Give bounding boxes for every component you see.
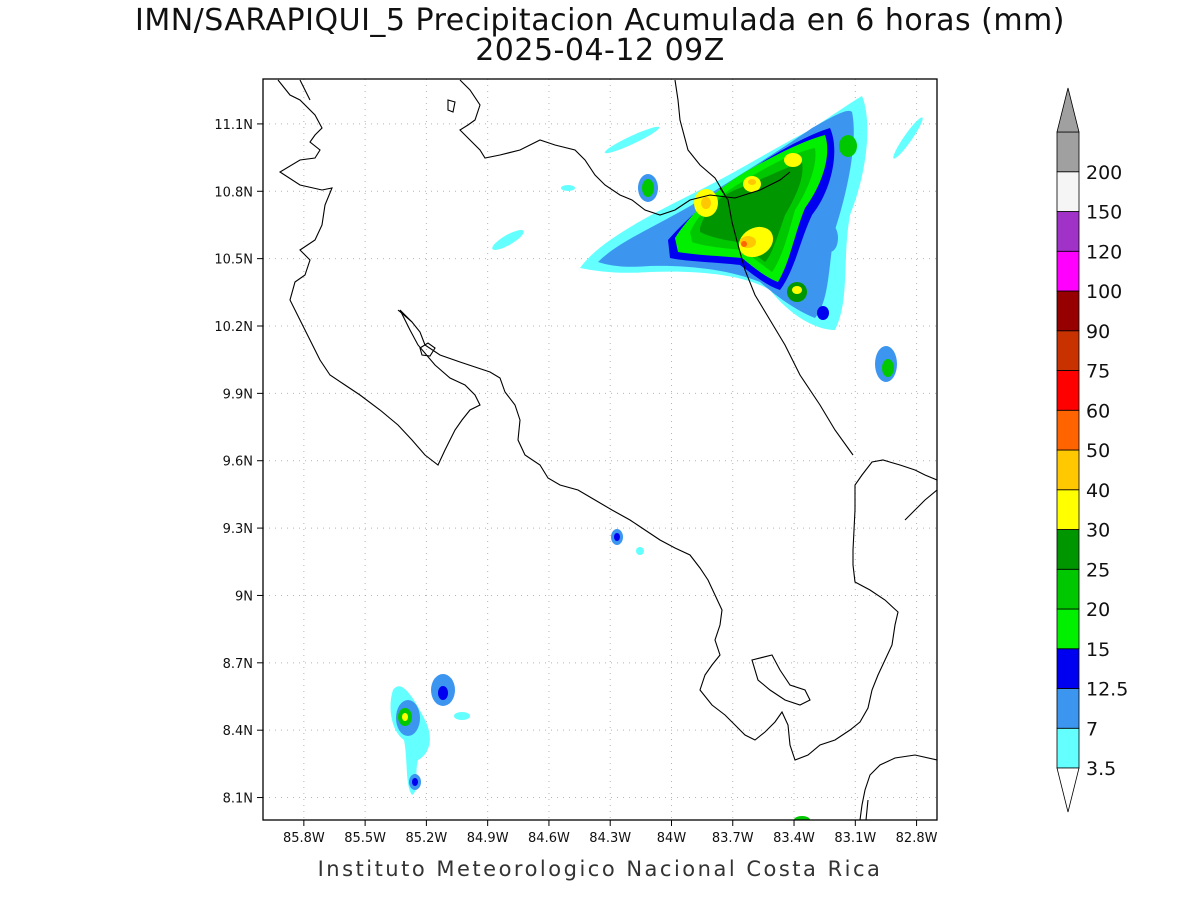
colorbar-level-label: 150 [1086,202,1122,224]
colorbar-swatch [1056,449,1080,491]
colorbar-level-label: 75 [1086,361,1110,383]
lon-tick-label: 83.1W [834,831,876,846]
colorbar-swatch [1056,409,1080,451]
lon-tick-label: 84.9W [467,831,509,846]
colorbar-level-label: 100 [1086,281,1122,303]
colorbar-level-label: 200 [1086,162,1122,184]
precip-sw-cell-3b [412,778,418,786]
colorbar-swatch [1056,648,1080,689]
lat-tick-label: 10.8N [214,185,253,200]
precip-core-orange-1 [701,197,711,209]
precip-cell-green-6 [839,135,857,157]
colorbar-swatch [1056,568,1080,610]
precip-streak-1 [492,230,524,250]
lat-tick-label: 9.6N [223,455,253,470]
map-date: 2025-04-12 09Z [475,33,725,68]
precip-center-cell-b [614,533,620,541]
colorbar-level-label: 3.5 [1086,758,1116,780]
lat-tick-label: 9.3N [223,522,253,537]
precip-cell-10 [817,306,829,320]
precip-core-yellow-4 [784,153,802,167]
colorbar-swatch [1056,211,1080,252]
precip-core-orange-3 [748,179,756,185]
precip-sw-cell-4 [454,712,470,720]
precip-core-red-2 [741,241,747,247]
lat-tick-label: 10.2N [214,320,253,335]
lon-tick-label: 85.8W [283,831,325,846]
lon-tick-label: 83.7W [712,831,754,846]
colorbar-swatch [1056,529,1080,570]
colorbar-swatch [1056,489,1080,530]
colorbar-level-label: 7 [1086,718,1098,740]
colorbar-level-label: 40 [1086,480,1110,502]
colorbar-level-label: 20 [1086,599,1110,621]
colorbar-level-label: 90 [1086,321,1110,343]
lon-tick-label: 82.8W [896,831,938,846]
precip-cell-9b [882,359,894,377]
lat-tick-label: 8.4N [223,724,253,739]
colorbar-swatch [1056,727,1080,769]
lon-tick-label: 85.2W [405,831,447,846]
footer-credit: Instituto Meteorologico Nacional Costa R… [317,857,883,881]
precip-streak-3 [893,117,923,159]
precip-cell-green-7b [642,179,654,197]
lat-tick-label: 8.7N [223,657,253,672]
precip-sw-cell-yellow [402,713,408,721]
lon-tick-label: 84.6W [528,831,570,846]
colorbar-level-label: 60 [1086,400,1110,422]
map-frame [262,78,938,821]
lon-tick-label: 84.3W [589,831,631,846]
precip-cell-8 [822,224,838,252]
lat-tick-label: 9.9N [223,387,253,402]
colorbar-swatch [1056,131,1080,173]
precip-cell-yellow-5 [792,286,802,294]
lon-tick-label: 83.4W [773,831,815,846]
colorbar-under-arrow [1056,767,1080,813]
lat-tick-label: 9N [235,589,253,604]
precip-streak-4 [561,185,575,191]
map-title: IMN/SARAPIQUI_5 Precipitacion Acumulada … [135,3,1065,38]
colorbar-swatch [1056,290,1080,332]
colorbar-swatch [1056,370,1080,411]
colorbar-level-label: 120 [1086,241,1122,263]
lat-tick-label: 10.5N [214,253,253,268]
precipitation-field [390,96,923,820]
colorbar-swatch [1056,688,1080,729]
precip-sw-cell-2b [438,686,448,700]
lat-tick-label: 11.1N [214,118,253,133]
lat-tick-label: 8.1N [223,792,253,807]
colorbar-swatch [1056,608,1080,650]
precip-core-darkgreen [700,162,803,262]
precip-center-cell-2 [636,547,644,555]
lon-tick-label: 85.5W [344,831,386,846]
precip-streak-2 [604,126,660,154]
colorbar-level-label: 15 [1086,639,1110,661]
map-axes: 11.1N 10.8N 10.5N 10.2N 9.9N 9.6N 9.3N 9N 8.7N 8.… [214,118,937,846]
colorbar-level-label: 30 [1086,520,1110,542]
coastline [277,79,937,820]
colorbar-level-label: 50 [1086,440,1110,462]
colorbar-level-label: 25 [1086,559,1110,581]
colorbar-swatch [1056,250,1080,292]
precip-south-cell [794,816,810,820]
colorbar-swatch [1056,171,1080,212]
colorbar-level-label: 12.5 [1086,679,1128,701]
colorbar: 3.5 7 12.5 15 20 25 30 40 50 60 75 90 100 120 150 200 [1056,87,1128,813]
colorbar-over-arrow [1056,87,1080,133]
lon-tick-label: 84W [657,831,687,846]
colorbar-swatch [1056,330,1080,371]
